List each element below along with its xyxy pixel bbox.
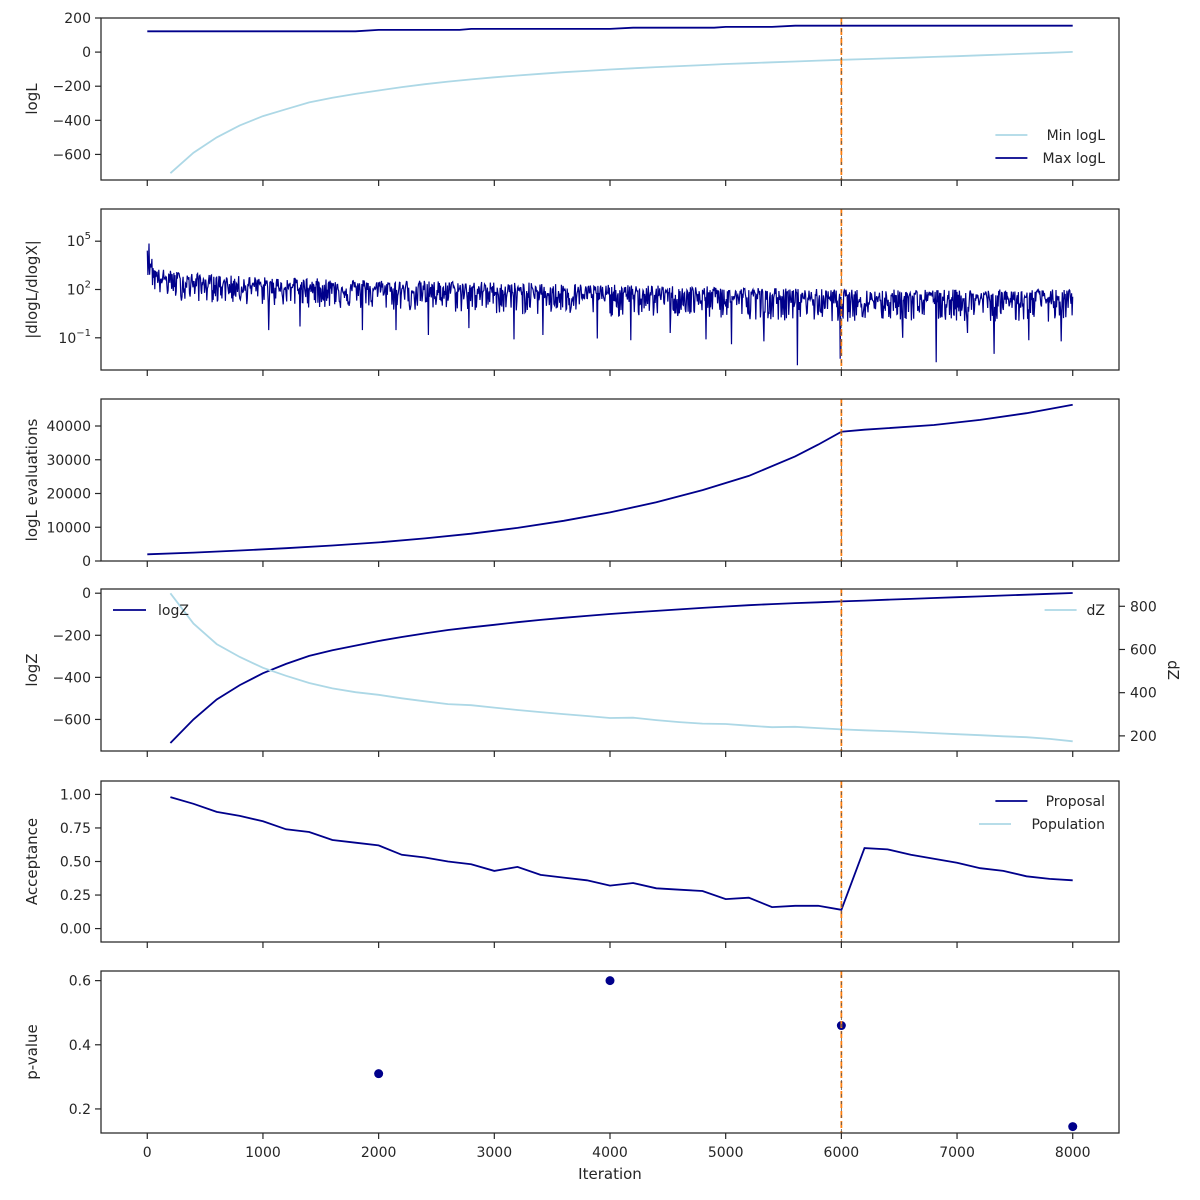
legend-label: Proposal [1046,794,1105,810]
panel-4: 0 −200 −400 −600 logZ 800 600 400 200 dZ logZ dZ [23,586,1182,757]
legend-entry: dZ [1044,603,1105,619]
series-line-logz [169,592,1073,744]
y-tick-label: 105 [67,231,91,250]
y-tick-label: 200 [64,11,91,27]
y-tick-label: 0 [82,586,91,602]
y2-tick-label: 600 [1130,642,1157,658]
series-line-0 [147,403,1073,556]
y2-tick-label: 400 [1130,686,1157,702]
legend-label: Max logL [1042,151,1105,167]
legend-entry: Min logL [995,128,1105,144]
series-line-max-logl [147,24,1073,33]
x-tick-label: 5000 [708,1145,744,1161]
y-tick-label: 0 [82,554,91,570]
legend-label: dZ [1087,603,1105,619]
panel-5: 1.00 0.75 0.50 0.25 0.00 Acceptance Proposal Po… [23,780,1120,948]
y-tick-label: −400 [53,113,91,129]
y2-tick-label: 800 [1130,599,1157,615]
axes-frame [100,780,1120,943]
y-tick-label: 0.75 [60,821,91,837]
plot-area [147,24,1073,174]
y-tick-label: −600 [53,147,91,163]
y-tick-label: 0.25 [60,888,91,904]
x-tick-label: 6000 [824,1145,860,1161]
y-tick-label: −600 [53,712,91,728]
y-tick-label: 10−1 [58,328,91,347]
y-axis-label: logL [23,83,41,115]
y-tick-label: 40000 [46,419,91,435]
plot-area [147,403,1073,556]
y-tick-label: 20000 [46,487,91,503]
panel-1: 200 0 −200 −400 −600 logL Min logL Max logL [23,11,1120,186]
y-tick-label: 0.00 [60,922,91,938]
x-tick-label: 4000 [592,1145,628,1161]
y-tick-label: −400 [53,670,91,686]
legend-label: logZ [158,603,189,619]
series-line-proposal [170,796,1073,911]
x-tick-label: 8000 [1055,1145,1091,1161]
legend-entry: logZ [113,603,189,619]
y-tick-label: −200 [53,628,91,644]
plot-area [170,796,1073,911]
plot-area [374,976,1078,1132]
panel-6: 0 1000 2000 3000 4000 5000 6000 7000 8000 Iterati… [23,970,1120,1183]
axes-frame [100,970,1120,1134]
plot-area [169,592,1073,744]
legend-label: Population [1031,817,1105,833]
series-line-min-logl [169,51,1073,174]
y2-tick-label: 200 [1130,729,1157,745]
series-line [146,243,1074,366]
axes-frame [100,17,1120,181]
y-tick-label: −200 [53,79,91,95]
y-axis-label: p-value [23,1024,41,1080]
legend-entry: Max logL [995,151,1105,167]
legend-entry: Population [979,817,1105,833]
legend-label: Min logL [1047,128,1106,144]
scatter-point [1068,1122,1078,1132]
y-tick-label: 1.00 [60,787,91,803]
y-axis-label: logZ [23,653,41,686]
x-axis-label: Iteration [578,1165,642,1183]
y-axis-label: |dlogL/dlogX| [23,240,41,339]
series-line-dz [169,592,1073,743]
legend-entry: Proposal [995,794,1105,810]
x-tick-label: 2000 [361,1145,397,1161]
y-tick-label: 0.4 [69,1038,91,1054]
y-tick-label: 0.50 [60,855,91,871]
x-tick-label: 0 [143,1145,152,1161]
x-tick-label: 1000 [245,1145,281,1161]
y-tick-label: 102 [67,280,91,299]
y2-axis-label: dZ [1164,660,1182,680]
y-axis-label: Acceptance [23,818,41,905]
scatter-point [605,976,615,986]
y-tick-label: 0.6 [69,974,91,990]
scatter-point [374,1069,384,1079]
axes-frame [100,398,1120,562]
y-tick-label: 0.2 [69,1102,91,1118]
y-tick-label: 30000 [46,453,91,469]
panel-2: 105 102 10−1 |dlogL/dlogX| [23,208,1120,376]
y-axis-label: logL evaluations [23,418,41,541]
y-tick-label: 10000 [46,520,91,536]
panel-3: 0 10000 20000 30000 40000 logL evaluations [23,398,1120,570]
x-tick-label: 3000 [476,1145,512,1161]
plot-area [146,243,1074,366]
x-tick-label: 7000 [939,1145,975,1161]
y-tick-label: 0 [82,45,91,61]
